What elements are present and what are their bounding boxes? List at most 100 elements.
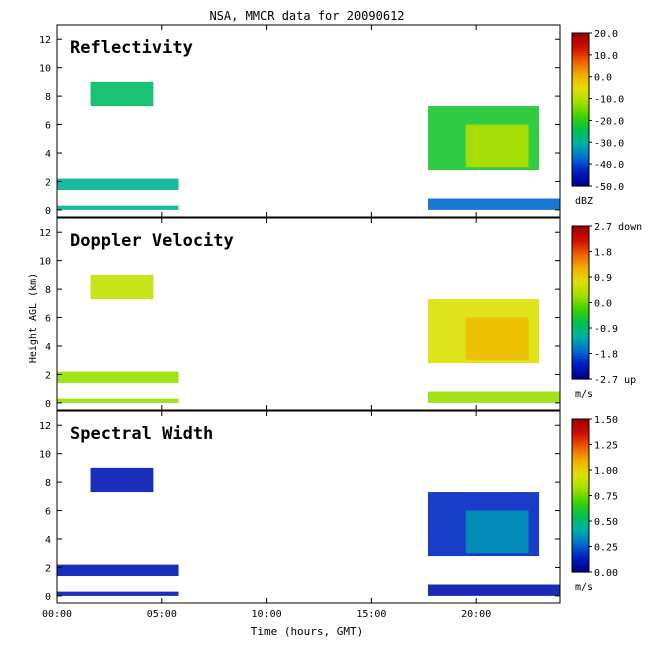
y-tick-label: 4 [45,149,51,160]
colorbar-segment [572,515,589,520]
colorbar-segment [572,487,589,491]
colorbar-segment [572,261,589,265]
colorbar-segment [572,119,589,123]
data-region [90,467,154,493]
colorbar-segment [572,122,589,126]
y-tick-label: 2 [45,177,51,188]
colorbar-tick-label: -0.9 [594,324,618,335]
colorbar-segment [572,45,589,49]
colorbar-segment [572,127,589,131]
y-tick-label: 12 [39,228,51,239]
colorbar-segment [572,518,589,522]
colorbar-tick-label: 0.00 [594,568,618,579]
colorbar-segment [572,248,589,253]
colorbar-segment [572,561,589,565]
colorbar-segment [572,152,589,156]
colorbar-segment [572,361,589,365]
colorbar-frame [571,32,590,187]
colorbar-segment [572,165,589,169]
colorbar-segment [572,284,589,288]
colorbar-segment [572,470,589,474]
colorbar-segment [572,135,589,139]
colorbar-segment [572,419,589,423]
colorbar-segment [572,564,589,568]
x-tick-label: 10:00 [252,609,282,620]
colorbar-segment [572,170,589,174]
colorbar-segment [572,505,589,509]
colorbar-segment [572,485,589,489]
colorbar-segment [572,279,589,283]
colorbar-segment [572,492,589,497]
colorbar-segment [572,243,589,247]
colorbar-segment [572,147,589,151]
y-tick-label: 12 [39,35,51,46]
colorbar-segment [572,457,589,461]
colorbar-tick-label: 0.9 [594,273,612,284]
colorbar-segment [572,462,589,466]
colorbar-segment [572,475,589,479]
y-tick-label: 8 [45,478,51,489]
colorbar-segment [572,299,589,304]
y-tick-label: 4 [45,535,51,546]
x-tick-label: 20:00 [461,609,491,620]
colorbar-segment [572,99,589,103]
colorbar-tick-label: 0.50 [594,517,618,528]
colorbar-segment [572,289,589,293]
data-region [57,371,179,383]
y-tick-label: 0 [45,592,51,603]
colorbar-segment [572,137,589,141]
colorbar-segment [572,480,589,484]
data-region [57,205,179,210]
x-tick-label: 00:00 [42,609,72,620]
colorbar-segment [572,363,589,367]
colorbar-segment [572,434,589,438]
colorbar-tick-label: 0.75 [594,492,618,503]
colorbar-segment [572,467,589,471]
colorbar-tick-label: -30.0 [594,138,624,149]
colorbar-segment [572,175,589,179]
colorbar-segment [572,320,589,324]
colorbar-segment [572,73,589,77]
data-region [57,591,179,596]
colorbar-tick-label: -2.7 up [594,375,636,386]
colorbar-segment [572,38,589,42]
colorbar-segment [572,168,589,172]
data-region [90,274,154,300]
colorbar-segment [572,48,589,52]
colorbar-segment [572,526,589,530]
colorbar-segment [572,226,589,230]
colorbar-segment [572,274,589,278]
colorbar-segment [572,459,589,463]
colorbar-segment [572,569,589,573]
data-region [57,564,179,576]
colorbar-tick-label: 20.0 [594,29,618,40]
colorbar-segment [572,533,589,537]
colorbar-segment [572,91,589,95]
colorbar-segment [572,86,589,90]
colorbar-segment [572,449,589,453]
panel-1: 0 2 4 6 8 10 12 Doppler Velocity 2.7 down 1.8 0.9 0… [39,217,642,411]
colorbar-segment [572,104,589,108]
colorbar-unit: m/s [575,389,593,400]
colorbar-segment [572,183,589,187]
colorbar-segment [572,559,589,563]
colorbar-segment [572,254,589,258]
data-region [57,178,179,190]
y-tick-label: 6 [45,121,51,132]
colorbar-tick-label: 10.0 [594,51,618,62]
colorbar-segment [572,297,589,301]
colorbar-segment [572,180,589,185]
y-tick-label: 8 [45,285,51,296]
colorbar-segment [572,551,589,555]
data-region [427,391,560,403]
colorbar-segment [572,142,589,146]
colorbar-segment [572,366,589,370]
colorbar-segment [572,40,589,44]
colorbar-segment [572,510,589,514]
colorbar-segment [572,439,589,443]
y-tick-label: 6 [45,507,51,518]
colorbar-segment [572,343,589,347]
colorbar-segment [572,94,589,98]
colorbar-segment [572,114,589,118]
colorbar-segment [572,454,589,458]
